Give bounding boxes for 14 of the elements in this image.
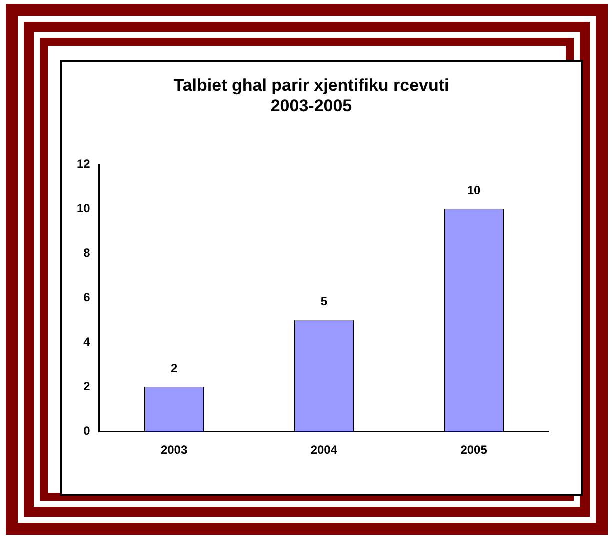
y-tick-label: 4 bbox=[84, 334, 91, 349]
y-tick-label: 6 bbox=[84, 290, 91, 305]
y-tick-label: 2 bbox=[84, 379, 91, 394]
x-tick-label: 2004 bbox=[310, 443, 338, 458]
data-label: 5 bbox=[320, 294, 328, 309]
y-tick-label: 8 bbox=[84, 246, 91, 260]
x-tick-label: 2005 bbox=[460, 443, 488, 458]
y-tick-label: 10 bbox=[76, 202, 91, 216]
data-label: 10 bbox=[467, 184, 482, 198]
y-tick-label: 0 bbox=[84, 424, 91, 438]
x-tick-label: 2003 bbox=[160, 443, 188, 458]
data-label: 2 bbox=[170, 361, 178, 376]
chart-title: Talbiet ghal parir xjentifiku rcevuti 2003-2005 bbox=[174, 76, 450, 116]
y-tick-label: 12 bbox=[76, 157, 91, 172]
